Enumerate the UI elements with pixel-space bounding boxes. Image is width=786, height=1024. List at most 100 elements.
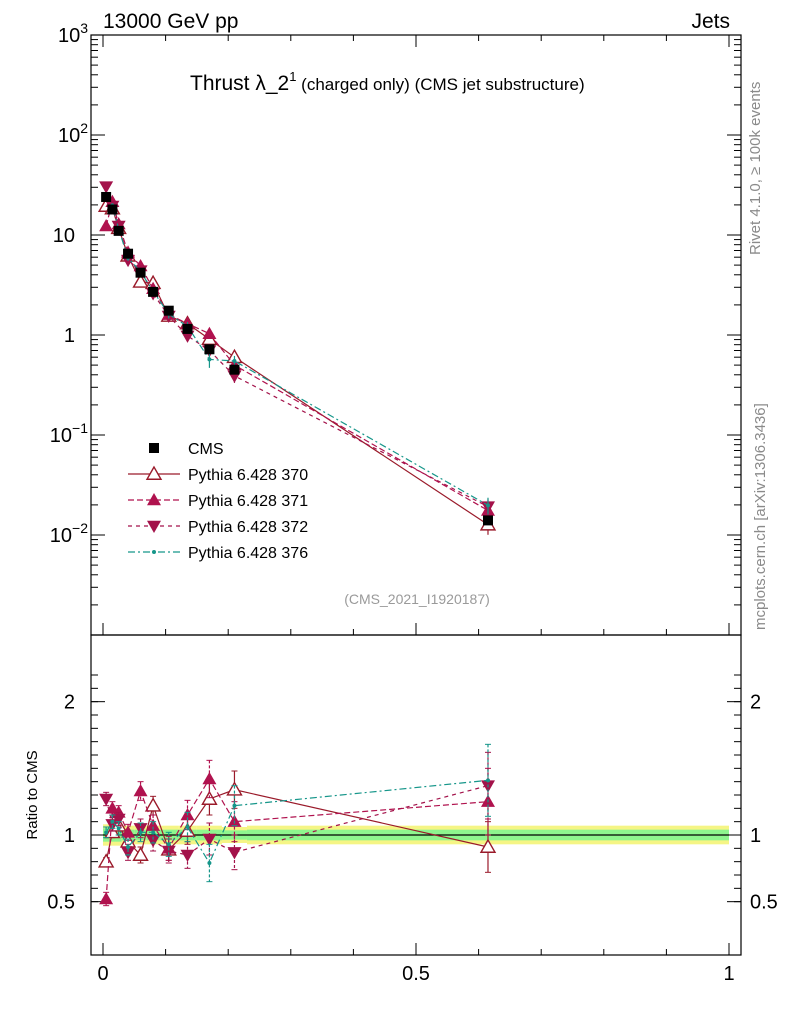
cms-data-point — [229, 364, 240, 375]
data-point-p376 — [232, 358, 237, 363]
ratio-point-p372 — [111, 813, 126, 826]
ratio-line-p372 — [105, 785, 489, 856]
ratio-point-p371 — [133, 784, 148, 797]
ratio-point-p370 — [144, 797, 162, 812]
y-tick-base: 10 — [53, 225, 75, 247]
ratio-point-p372 — [146, 835, 161, 848]
ratio-point-p376 — [138, 830, 143, 835]
legend-label-p376: Pythia 6.428 376 — [188, 545, 308, 562]
plot-title: Thrust λ_21 (charged only) (CMS jet subs… — [190, 69, 585, 95]
ratio-point-p376 — [126, 845, 131, 849]
cms-data-point — [163, 305, 174, 316]
ratio-point-p370 — [226, 781, 243, 796]
ratio-point-p371 — [146, 818, 161, 831]
cms-data-point — [135, 267, 146, 278]
header-energy-label: 13000 GeV pp — [103, 10, 238, 33]
ratio-point-p370 — [479, 838, 497, 853]
ratio-point-p372 — [121, 847, 136, 860]
cms-data-point — [182, 323, 193, 334]
main-series-layer — [97, 181, 497, 535]
ratio-axis-label: Ratio to CMS — [24, 750, 41, 839]
ratio-point-p371 — [121, 825, 136, 838]
legend-marker-p376 — [152, 550, 156, 554]
y-tick-base: 10 — [50, 425, 72, 447]
cms-data-point — [482, 515, 493, 526]
ratio-point-p376 — [232, 803, 237, 808]
y-tick-label: 103 — [58, 20, 88, 47]
ratio-tick-label-left: 1 — [64, 825, 75, 847]
data-point-p371 — [202, 326, 217, 339]
ratio-point-p371 — [202, 772, 217, 785]
ratio-line-p376 — [105, 779, 489, 865]
y-tick-label: 1 — [64, 325, 75, 347]
ratio-point-p372 — [227, 847, 242, 860]
cms-data-point — [148, 286, 159, 297]
x-tick-label: 0.5 — [402, 963, 430, 985]
y-tick-exponent: 2 — [80, 120, 88, 136]
legend-marker-p372 — [147, 520, 161, 533]
x-tick-label: 0 — [97, 963, 108, 985]
data-point-p371 — [99, 219, 114, 232]
rivet-version-label: Rivet 4.1.0, ≥ 100k events — [747, 82, 764, 255]
cms-data-point — [101, 191, 112, 202]
series-line-p372 — [105, 186, 489, 508]
ratio-point-p372 — [161, 845, 176, 858]
legend: CMS Pythia 6.428 370 Pythia 6.428 371 Pythi… — [128, 441, 308, 562]
legend-label-cms: CMS — [188, 441, 224, 458]
y-tick-base: 1 — [64, 325, 75, 347]
y-tick-base: 10 — [58, 25, 80, 47]
cms-data-point — [107, 204, 118, 215]
y-tick-label: 10−1 — [50, 420, 88, 447]
ratio-point-p372 — [180, 849, 195, 862]
data-point-p372 — [99, 181, 114, 194]
ratio-point-p376 — [116, 826, 121, 831]
ratio-point-p376 — [485, 778, 490, 783]
ratio-tick-label-left: 2 — [64, 692, 75, 714]
ratio-plot-frame — [90, 634, 742, 956]
legend-marker-cms — [149, 443, 159, 453]
y-tick-label: 102 — [58, 120, 88, 147]
ratio-point-p371 — [99, 892, 114, 905]
series-line-p371 — [105, 199, 489, 511]
ratio-point-p376 — [110, 819, 115, 824]
ratio-point-p370 — [132, 846, 149, 861]
cms-data-point — [123, 248, 134, 259]
y-tick-label: 10−2 — [50, 520, 88, 547]
ratio-tick-label-right: 2 — [750, 692, 761, 714]
y-tick-exponent: 3 — [80, 20, 88, 36]
legend-label-p370: Pythia 6.428 370 — [188, 467, 308, 484]
y-tick-exponent: −1 — [72, 420, 88, 436]
y-tick-exponent: −2 — [72, 520, 88, 536]
ratio-series-layer — [97, 743, 497, 907]
ratio-tick-label-left: 0.5 — [47, 892, 75, 914]
series-line-p376 — [105, 195, 489, 506]
x-tick-label: 1 — [723, 963, 734, 985]
ratio-point-p376 — [166, 842, 171, 847]
cms-data-point — [113, 225, 124, 236]
data-point-p376 — [485, 503, 490, 508]
ratio-tick-label-right: 0.5 — [750, 892, 778, 914]
plot-title-main: Thrust λ_2 — [190, 72, 289, 95]
cms-data-point — [204, 344, 215, 355]
ratio-point-p376 — [151, 830, 156, 835]
plot-title-suffix: (charged only) (CMS jet substructure) — [296, 75, 584, 94]
ratio-point-p376 — [207, 861, 212, 865]
ratio-tick-label-right: 1 — [750, 825, 761, 847]
ratio-point-p376 — [104, 830, 109, 835]
analysis-id-label: (CMS_2021_I1920187) — [344, 591, 490, 607]
data-point-p370 — [132, 273, 149, 288]
legend-label-p372: Pythia 6.428 372 — [188, 519, 308, 536]
y-tick-label: 10 — [53, 225, 75, 247]
data-point-p376 — [207, 357, 212, 362]
legend-marker-p370 — [145, 465, 163, 480]
legend-marker-p371 — [147, 493, 161, 506]
ratio-point-p372 — [99, 793, 114, 806]
ratio-point-p376 — [185, 825, 190, 829]
ratio-point-p370 — [97, 853, 115, 868]
ratio-point-p372 — [202, 833, 217, 846]
y-tick-base: 10 — [50, 525, 72, 547]
y-tick-base: 10 — [58, 125, 80, 147]
header-process-label: Jets — [691, 10, 730, 33]
